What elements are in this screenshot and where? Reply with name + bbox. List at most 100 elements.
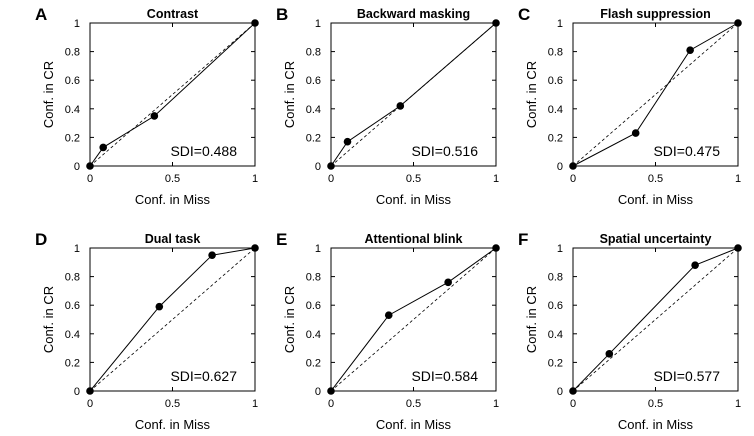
sdi-annotation: SDI=0.627 xyxy=(170,368,237,384)
data-point xyxy=(691,261,699,269)
series-line xyxy=(89,247,256,392)
y-tick-label: 0.2 xyxy=(306,357,321,369)
data-point xyxy=(734,244,742,252)
panel-letter: E xyxy=(276,230,287,249)
y-tick-label: 1 xyxy=(74,243,80,255)
data-point xyxy=(569,162,577,170)
y-tick-label: 0.6 xyxy=(306,300,321,312)
x-axis-label: Conf. in Miss xyxy=(135,417,211,432)
data-point xyxy=(327,162,335,170)
y-tick-label: 0.2 xyxy=(65,357,80,369)
panel-letter: A xyxy=(35,5,47,24)
y-tick-label: 0.6 xyxy=(306,75,321,87)
sdi-annotation: SDI=0.516 xyxy=(411,143,478,159)
sdi-annotation: SDI=0.488 xyxy=(170,143,237,159)
x-tick-label: 0 xyxy=(570,398,576,410)
data-point xyxy=(384,311,393,320)
x-tick-label: 0.5 xyxy=(648,398,663,410)
y-tick-label: 0.4 xyxy=(65,104,80,116)
data-point xyxy=(251,19,259,27)
x-tick-label: 0.5 xyxy=(165,173,180,185)
chart-title: Contrast xyxy=(147,7,199,21)
y-tick-label: 0.6 xyxy=(548,75,563,87)
y-tick-label: 0 xyxy=(315,386,321,398)
y-tick-label: 0 xyxy=(74,386,80,398)
y-tick-label: 0 xyxy=(557,386,563,398)
x-tick-label: 0.5 xyxy=(406,398,421,410)
y-tick-label: 1 xyxy=(557,18,563,30)
panel-e: E Attentional blink 0 0.2 0.4 0.6 0.8 1 0 0.5 1 Con… xyxy=(276,230,500,432)
y-tick-label: 1 xyxy=(557,243,563,255)
chart-title: Attentional blink xyxy=(365,232,463,246)
x-tick-label: 0 xyxy=(328,173,334,185)
panel-c: C Flash suppression 0 0.2 0.4 0.6 0.8 1 0 0.5 1 Con… xyxy=(518,5,742,207)
y-tick-label: 1 xyxy=(315,243,321,255)
data-point xyxy=(150,112,159,120)
data-point xyxy=(86,387,94,395)
data-point xyxy=(343,137,352,146)
y-tick-label: 0.8 xyxy=(65,47,80,59)
y-tick-label: 0.8 xyxy=(306,272,321,284)
chart-title: Dual task xyxy=(145,232,201,246)
panel-b: B Backward masking 0 0.2 0.4 0.6 0.8 1 0 0.5 1 Conf… xyxy=(276,5,500,207)
panel-f: F Spatial uncertainty 0 0.2 0.4 0.6 0.8 1 0 0.5 1 C… xyxy=(518,230,742,432)
chart-title: Spatial uncertainty xyxy=(600,232,712,246)
data-point xyxy=(605,350,614,358)
x-tick-label: 1 xyxy=(493,398,499,410)
series-line xyxy=(89,22,256,167)
y-tick-label: 0.6 xyxy=(548,300,563,312)
x-tick-label: 0 xyxy=(328,398,334,410)
data-point xyxy=(444,278,452,287)
data-point xyxy=(734,19,742,27)
y-axis-label: Conf. in CR xyxy=(41,61,56,128)
data-point xyxy=(569,387,577,395)
y-tick-label: 0.4 xyxy=(65,329,80,341)
chance-diagonal xyxy=(89,22,256,167)
y-tick-label: 1 xyxy=(74,18,80,30)
x-axis-label: Conf. in Miss xyxy=(135,192,211,207)
y-tick-label: 0.4 xyxy=(306,104,321,116)
y-tick-label: 0.4 xyxy=(548,329,563,341)
chance-diagonal xyxy=(572,22,739,167)
data-point xyxy=(492,244,500,252)
sdi-annotation: SDI=0.584 xyxy=(411,368,478,384)
data-point xyxy=(327,387,335,395)
x-tick-label: 0 xyxy=(570,173,576,185)
chance-diagonal xyxy=(572,247,739,392)
data-point xyxy=(631,129,640,137)
x-tick-label: 0 xyxy=(87,398,93,410)
data-point xyxy=(155,302,164,311)
series-line xyxy=(330,247,497,392)
data-point xyxy=(686,46,694,54)
x-axis-label: Conf. in Miss xyxy=(618,417,694,432)
x-tick-label: 1 xyxy=(735,173,741,185)
panel-letter: B xyxy=(276,5,288,24)
panel-letter: F xyxy=(518,230,528,249)
y-tick-label: 0.8 xyxy=(548,47,563,59)
sdi-annotation: SDI=0.577 xyxy=(653,368,720,384)
x-axis-label: Conf. in Miss xyxy=(376,192,452,207)
series-line xyxy=(572,22,739,167)
x-tick-label: 1 xyxy=(493,173,499,185)
x-tick-label: 1 xyxy=(252,398,258,410)
x-tick-label: 0.5 xyxy=(165,398,180,410)
data-point xyxy=(251,244,259,252)
sdi-annotation: SDI=0.475 xyxy=(653,143,720,159)
panel-letter: D xyxy=(35,230,47,249)
x-tick-label: 0.5 xyxy=(406,173,421,185)
panel-letter: C xyxy=(518,5,530,24)
y-tick-label: 0.8 xyxy=(65,272,80,284)
data-point xyxy=(492,19,500,27)
data-point xyxy=(208,251,216,259)
y-tick-label: 0.2 xyxy=(548,357,563,369)
y-tick-label: 0.4 xyxy=(548,104,563,116)
x-tick-label: 1 xyxy=(735,398,741,410)
x-tick-label: 0 xyxy=(87,173,93,185)
y-axis-label: Conf. in CR xyxy=(41,286,56,353)
y-tick-label: 0.2 xyxy=(548,132,563,144)
data-point xyxy=(86,162,94,170)
y-tick-label: 0.8 xyxy=(548,272,563,284)
series-line xyxy=(572,247,739,392)
panel-d: D Dual task 0 0.2 0.4 0.6 0.8 1 0 0.5 1 Conf. in Mi… xyxy=(35,230,259,432)
